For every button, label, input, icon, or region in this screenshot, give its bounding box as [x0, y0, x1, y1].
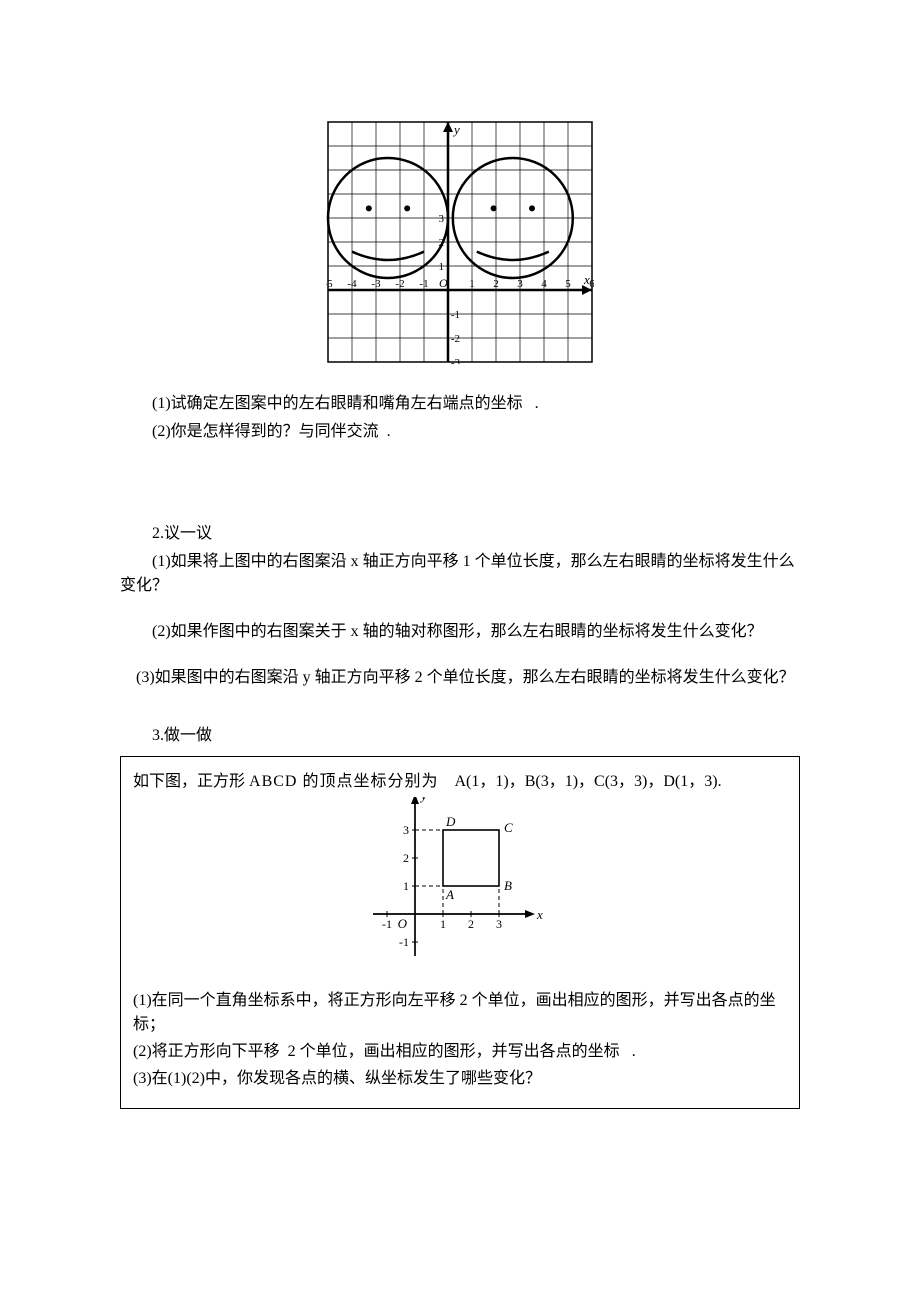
svg-text:-3: -3: [451, 357, 461, 364]
sec3-q1: (1)在同一个直角坐标系中，将正方形向左平移 2 个单位，画出相应的图形，并写出…: [133, 989, 787, 1037]
svg-text:x: x: [583, 272, 590, 287]
svg-text:-5: -5: [326, 278, 333, 290]
svg-text:1: 1: [469, 278, 475, 290]
sec3-q2-tail: .: [632, 1043, 636, 1060]
svg-text:3: 3: [403, 823, 409, 837]
svg-text:3: 3: [496, 917, 502, 931]
sec3-q2: (2)将正方形向下平移 2 个单位，画出相应的图形，并写出各点的坐标 .: [133, 1040, 787, 1064]
sec3-intro-a: 如下图，正方形: [133, 773, 245, 790]
q1-2-tail: .: [387, 423, 391, 440]
svg-text:A: A: [445, 887, 454, 902]
sec3-intro-c: A(1，1)，B(3，1)，C(3，3)，D(1，3).: [454, 773, 721, 790]
svg-text:2: 2: [493, 278, 499, 290]
svg-text:O: O: [439, 276, 448, 290]
sec3-q2b: 2 个单位，画出相应的图形，并写出各点的坐标: [288, 1043, 620, 1060]
svg-text:C: C: [504, 820, 513, 835]
svg-text:4: 4: [541, 278, 547, 290]
sec3-q2a: (2)将正方形向下平移: [133, 1043, 280, 1060]
svg-text:y: y: [452, 122, 460, 137]
spacer-2: [120, 602, 800, 616]
svg-text:1: 1: [403, 879, 409, 893]
svg-text:-3: -3: [371, 278, 381, 290]
spacer-4: [120, 694, 800, 720]
svg-text:5: 5: [565, 278, 571, 290]
sec2-q1-line1: (1)如果将上图中的右图案沿 x 轴正方向平移 1 个单位长度，那么左右眼睛的坐…: [120, 550, 800, 598]
sec3-title: 3.做一做: [120, 724, 800, 748]
svg-text:B: B: [504, 878, 512, 893]
svg-text:6: 6: [589, 278, 594, 290]
svg-text:2: 2: [403, 851, 409, 865]
svg-text:-2: -2: [451, 333, 460, 345]
sec3-q3: (3)在(1)(2)中，你发现各点的横、纵坐标发生了哪些变化？: [133, 1067, 787, 1091]
q1-2-text: (2)你是怎样得到的？与同伴交流: [152, 423, 379, 440]
svg-text:-4: -4: [347, 278, 357, 290]
svg-text:-2: -2: [395, 278, 404, 290]
figure-2-container: -1 1 2 3 -1 1 2 3 Ox y A B C D: [133, 797, 787, 969]
spacer-3: [120, 648, 800, 662]
sec2-q3: (3)如果图中的右图案沿 y 轴正方向平移 2 个单位长度，那么左右眼睛的坐标将…: [120, 666, 800, 690]
svg-text:2: 2: [468, 917, 474, 931]
svg-text:3: 3: [439, 213, 445, 225]
q1-1-tail: .: [535, 395, 539, 412]
spacer-1: [120, 448, 800, 518]
svg-text:O: O: [398, 916, 408, 931]
figure-1-svg: -5-4-3-2-1123456123-1-2-3Oxy: [326, 120, 594, 364]
sec2-q2: (2)如果作图中的右图案关于 x 轴的轴对称图形，那么左右眼睛的坐标将发生什么变…: [120, 620, 800, 644]
sec2-q1-text: (1)如果将上图中的右图案沿 x 轴正方向平移 1 个单位长度，那么左右眼睛的坐…: [120, 553, 795, 594]
sec2-title: 2.议一议: [120, 522, 800, 546]
figure-2-svg: -1 1 2 3 -1 1 2 3 Ox y A B C D: [368, 797, 552, 961]
q1-2: (2)你是怎样得到的？与同伴交流 .: [120, 420, 800, 444]
sec3-intro-b: ABCD 的顶点坐标分别为: [249, 773, 438, 790]
figure-1-container: -5-4-3-2-1123456123-1-2-3Oxy: [120, 120, 800, 372]
svg-text:-1: -1: [419, 278, 428, 290]
q1-1-text: (1)试确定左图案中的左右眼睛和嘴角左右端点的坐标: [152, 395, 523, 412]
svg-text:-1: -1: [399, 935, 409, 949]
q1-1: (1)试确定左图案中的左右眼睛和嘴角左右端点的坐标 .: [120, 392, 800, 416]
svg-text:1: 1: [440, 917, 446, 931]
sec3-intro: 如下图，正方形 ABCD 的顶点坐标分别为 A(1，1)，B(3，1)，C(3，…: [133, 770, 787, 794]
svg-text:x: x: [536, 907, 543, 922]
svg-text:-1: -1: [382, 917, 392, 931]
svg-text:3: 3: [517, 278, 523, 290]
svg-text:y: y: [419, 797, 427, 803]
svg-text:1: 1: [439, 261, 445, 273]
section3-box: 如下图，正方形 ABCD 的顶点坐标分别为 A(1，1)，B(3，1)，C(3，…: [120, 756, 800, 1109]
svg-text:-1: -1: [451, 309, 460, 321]
svg-text:D: D: [445, 814, 456, 829]
page: -5 -4 -3 -2 -1 1 2 3 4 5 6 1 2 3 -1 -2 -3 Ox y (1)试确定左图案中的…: [0, 0, 920, 1303]
